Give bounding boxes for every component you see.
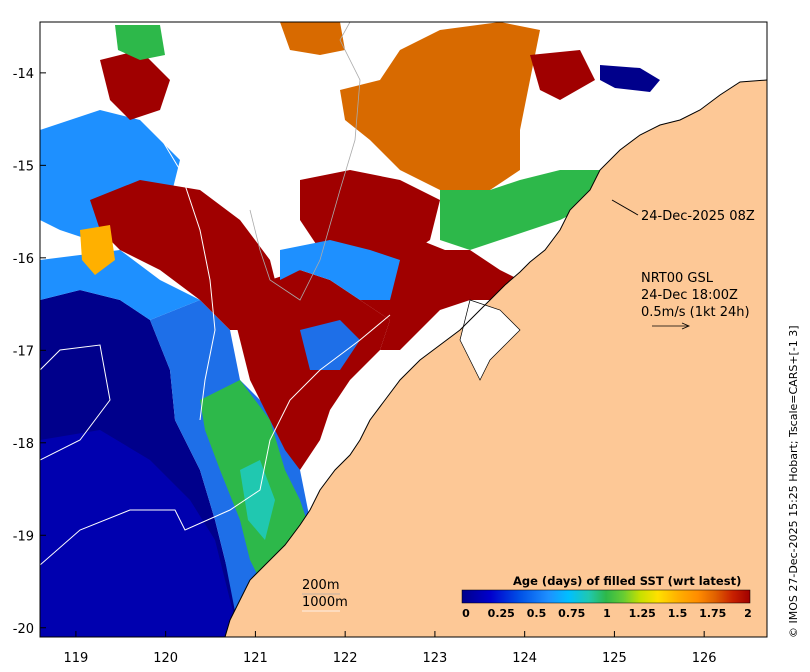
depth-label-1000m: 1000m: [302, 595, 348, 610]
colorbar-tick-label: 0.75: [558, 607, 585, 620]
light-blue-band: [40, 250, 200, 320]
y-tick-label: -14: [13, 67, 34, 82]
estuary: [459, 299, 521, 381]
colorbar-tick-label: 0: [462, 607, 470, 620]
plot-area: [40, 22, 767, 637]
isobath-grey: [249, 22, 361, 301]
colorbar-ticks: 0 0.25 0.5 0.75 1 1.25 1.5 1.75 2: [462, 607, 752, 620]
colorbar-title: Age (days) of filled SST (wrt latest): [513, 574, 741, 588]
date-label: 24-Dec-2025 08Z: [641, 209, 755, 224]
colorbar-tick-label: 1: [603, 607, 611, 620]
orange-north-region: [340, 22, 540, 190]
nw-red-patch: [90, 180, 280, 330]
x-axis: 119 120 121 122 123 124 125 126: [63, 631, 717, 666]
velocity-scale-arrow: [652, 322, 691, 330]
x-tick-label: 125: [602, 651, 627, 666]
nw-red-top: [100, 50, 170, 120]
y-tick-label: -20: [13, 622, 34, 637]
x-tick-label: 119: [63, 651, 88, 666]
nrt-label-1: NRT00 GSL: [641, 271, 714, 286]
y-tick-label: -15: [13, 159, 34, 174]
green-east-region: [440, 170, 600, 250]
land-mass: [225, 80, 767, 637]
x-tick-label: 124: [512, 651, 537, 666]
isobath-line-2: [40, 314, 391, 566]
coastline: [224, 79, 767, 637]
teal-patch: [240, 460, 275, 540]
nrt-label-2: 24-Dec 18:00Z: [641, 288, 738, 303]
orange-north-top: [280, 22, 345, 55]
nrt-label-3: 0.5m/s (1kt 24h): [641, 305, 750, 320]
y-axis: -14 -15 -16 -17 -18 -19 -20: [13, 67, 46, 637]
isobath-line-3: [149, 119, 216, 421]
dark-blue-east-top: [600, 65, 660, 92]
plot-frame: [39, 21, 768, 638]
colorbar-tick-label: 1.5: [668, 607, 688, 620]
colorbar-tick-label: 2: [744, 607, 752, 620]
colorbar-tick-label: 1.25: [629, 607, 656, 620]
x-tick-label: 121: [243, 651, 268, 666]
orange-patch-w: [80, 225, 115, 275]
depth-label-200m: 200m: [302, 578, 339, 593]
central-blue-patch: [280, 240, 400, 300]
date-pointer-line: [611, 199, 639, 216]
colorbar-tick-label: 0.25: [488, 607, 515, 620]
east-red-coast: [420, 250, 520, 300]
blue-region-sw: [40, 430, 240, 637]
colorbar-tick-label: 0.5: [527, 607, 547, 620]
isobath-line-1: [40, 344, 111, 461]
colorbar-tick-label: 1.75: [699, 607, 726, 620]
x-tick-label: 123: [422, 651, 447, 666]
central-blue-patch-2: [300, 320, 360, 370]
red-east-top: [530, 50, 595, 100]
credit-text: © IMOS 27-Dec-2025 15:25 Hobart; Tscale=…: [787, 325, 800, 638]
x-tick-label: 120: [153, 651, 178, 666]
central-red-n: [300, 170, 440, 260]
colorbar-gradient: [461, 589, 751, 604]
y-tick-label: -17: [13, 344, 34, 359]
y-tick-label: -16: [13, 252, 34, 267]
y-tick-label: -18: [13, 437, 34, 452]
x-tick-label: 122: [333, 651, 358, 666]
y-tick-label: -19: [13, 529, 34, 544]
nw-green-top: [115, 25, 165, 60]
x-tick-label: 126: [692, 651, 717, 666]
